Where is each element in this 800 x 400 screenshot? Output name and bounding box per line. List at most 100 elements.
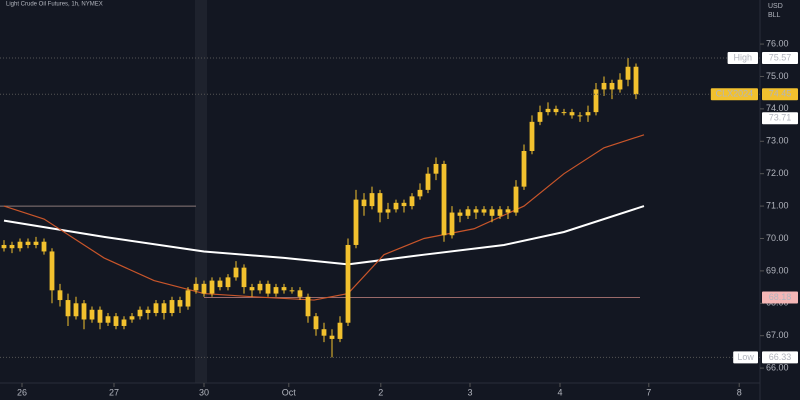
candle-body xyxy=(529,121,535,151)
candle-body xyxy=(297,290,303,297)
candle-body xyxy=(1,244,7,249)
candle-body xyxy=(553,108,559,113)
candle-body xyxy=(401,202,407,207)
candle-body xyxy=(233,267,239,278)
candle-body xyxy=(169,300,175,314)
candle-body xyxy=(377,193,383,213)
y-tick-label: 73.00 xyxy=(766,136,789,146)
candle-body xyxy=(473,209,479,213)
y-tick-label: 69.00 xyxy=(766,265,789,275)
y-tick-label: 70.00 xyxy=(766,233,789,243)
candle-body xyxy=(161,303,167,314)
candle-body xyxy=(289,290,295,292)
candle-body xyxy=(369,193,375,207)
candle-body xyxy=(121,319,127,326)
y-tick-label: 72.00 xyxy=(766,168,789,178)
candle-body xyxy=(225,277,231,288)
candle-body xyxy=(105,316,111,323)
candle-body xyxy=(561,112,567,114)
x-tick-label: 2 xyxy=(378,387,383,397)
candle-body xyxy=(17,241,23,249)
candle-body xyxy=(313,316,319,330)
candle-body xyxy=(465,209,471,216)
candle-body xyxy=(345,244,351,323)
candle-body xyxy=(441,163,447,236)
candle-body xyxy=(65,300,71,317)
candle-body xyxy=(281,287,287,291)
price-label-box xyxy=(762,291,798,304)
candle-body xyxy=(137,309,143,317)
candle-body xyxy=(409,196,415,207)
candle-body xyxy=(153,303,159,314)
chart-title: Light Crude Oil Futures, 1h, NYMEX xyxy=(6,2,103,8)
candle-body xyxy=(193,283,199,291)
x-tick-label: 27 xyxy=(109,387,119,397)
candle-body xyxy=(177,300,183,307)
y-tick-label: 76.00 xyxy=(766,38,789,48)
candle-body xyxy=(33,241,39,245)
price-label-name: Low xyxy=(737,352,754,362)
price-label-name-box xyxy=(710,88,758,101)
candle-body xyxy=(457,212,463,216)
candle-body xyxy=(425,173,431,190)
weekend-band xyxy=(195,0,207,383)
candle-body xyxy=(353,199,359,245)
candle-body xyxy=(393,202,399,210)
x-tick-label: 8 xyxy=(737,387,742,397)
candle-body xyxy=(569,112,575,116)
price-label-name: High xyxy=(734,52,753,62)
price-label-value: 73.71 xyxy=(769,113,792,123)
candle-body xyxy=(417,189,423,197)
candle-body xyxy=(145,309,151,314)
candle-body xyxy=(585,112,591,116)
candle-body xyxy=(185,290,191,307)
y-tick-label: 75.00 xyxy=(766,71,789,81)
candle-body xyxy=(89,309,95,320)
candle-body xyxy=(97,309,103,323)
x-tick-label: 3 xyxy=(467,387,472,397)
price-label-value: 74.45 xyxy=(769,89,792,99)
candle-body xyxy=(481,209,487,213)
currency: USD xyxy=(768,3,783,10)
candle-body xyxy=(81,303,87,320)
candle-body xyxy=(41,241,47,252)
candle-body xyxy=(633,66,639,95)
candle-body xyxy=(9,244,15,249)
candle-body xyxy=(337,322,343,339)
y-tick-label: 67.00 xyxy=(766,330,789,340)
x-tick-label: Oct xyxy=(282,387,297,397)
price-label-value: 75.57 xyxy=(769,52,792,62)
price-label-box xyxy=(762,351,798,364)
candle-body xyxy=(113,316,119,326)
candle-body xyxy=(273,287,279,294)
candle-body xyxy=(249,287,255,291)
candle-body xyxy=(593,89,599,113)
candle-body xyxy=(513,186,519,213)
candle-body xyxy=(601,82,607,90)
x-tick-label: 7 xyxy=(646,387,651,397)
candle-body xyxy=(73,303,79,317)
x-tick-label: 26 xyxy=(17,387,27,397)
price-label-value: 68.18 xyxy=(769,292,792,302)
candle-body xyxy=(521,150,527,187)
price-label-box xyxy=(762,52,798,65)
candle-body xyxy=(129,316,135,320)
candle-body xyxy=(537,112,543,122)
y-tick-label: 71.00 xyxy=(766,200,789,210)
price-label-name: CLX2024 xyxy=(716,89,754,99)
price-label-box xyxy=(762,88,798,101)
candle-body xyxy=(385,209,391,213)
x-tick-label: 4 xyxy=(557,387,562,397)
candle-body xyxy=(305,296,311,317)
candle-body xyxy=(265,283,271,294)
candle-body xyxy=(433,163,439,174)
candle-body xyxy=(497,209,503,216)
candle-body xyxy=(361,199,367,207)
candle-body xyxy=(49,251,55,291)
candle-body xyxy=(209,280,215,294)
candle-body xyxy=(329,335,335,339)
price-label-name-box xyxy=(727,52,758,65)
candle-body xyxy=(257,283,263,291)
